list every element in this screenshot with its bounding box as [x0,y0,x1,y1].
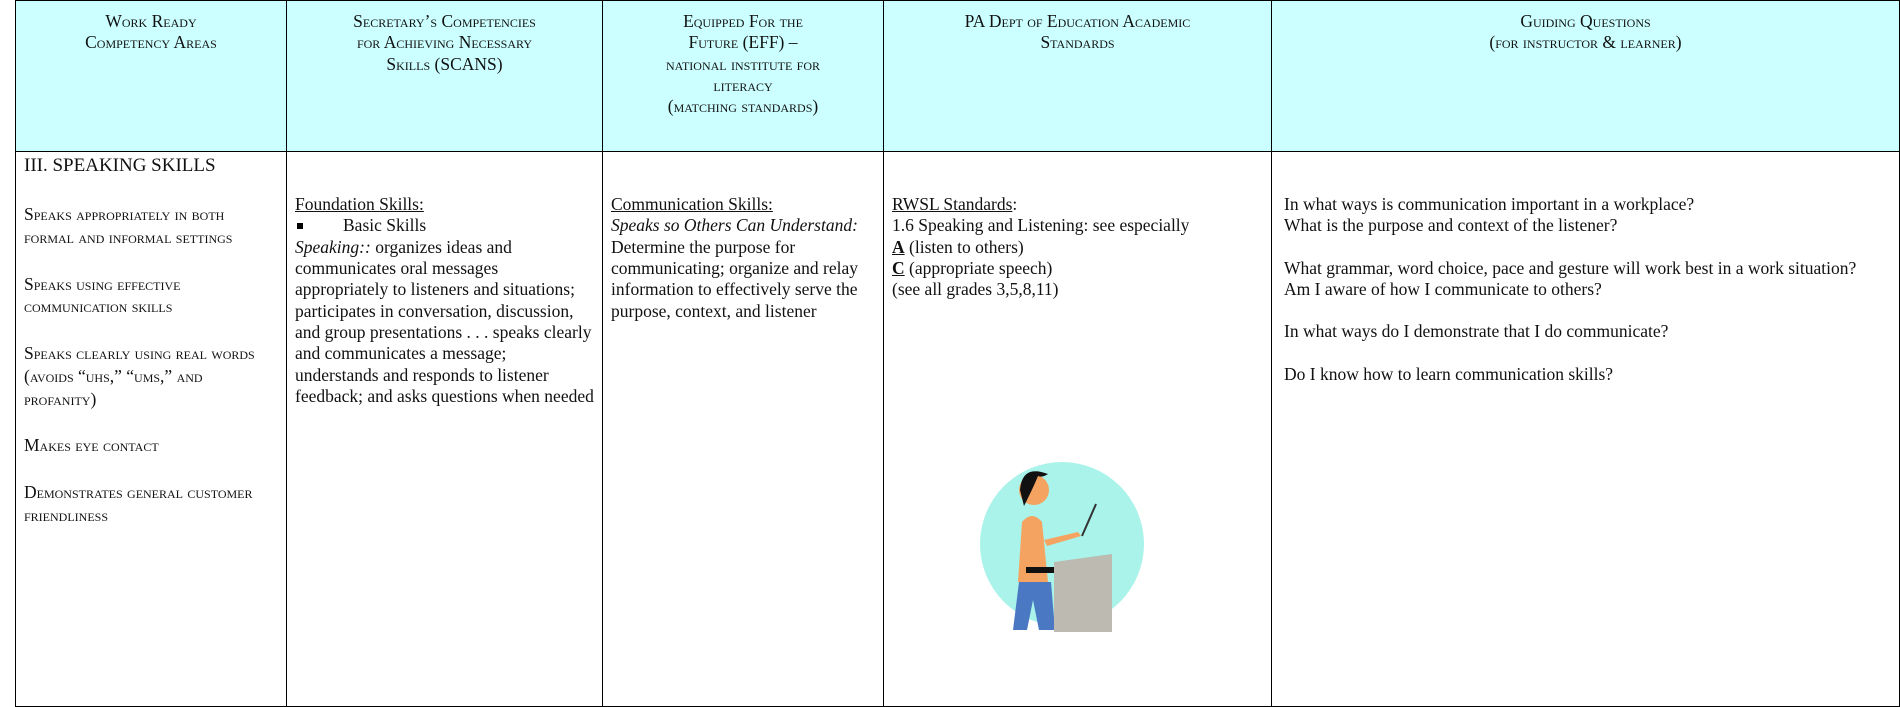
body-row: III. SPEAKING SKILLS Speaks appropriatel… [15,151,1900,707]
lectern [1054,554,1112,632]
eff-label: Communication Skills: [611,194,773,214]
header-row: Work Ready Competency Areas Secretary’s C… [15,0,1900,152]
competency-item: Demonstrates general customer friendline… [24,482,253,525]
scans-cell: Foundation Skills: Basic Skills Speaking… [286,151,603,707]
question: What grammar, word choice, pace and gest… [1284,257,1857,278]
bullet-item: Basic Skills [295,215,594,236]
header-cell: Guiding Questions (for instructor & learn… [1271,0,1900,152]
standard: A (listen to others) [892,237,1263,258]
pa-note: (see all grades 3,5,8,11) [892,279,1059,300]
arm [1044,532,1081,546]
microphone [1081,503,1097,537]
pa-label: RWSL Standards [892,194,1013,214]
question: Am I aware of how I communicate to other… [1284,279,1602,300]
header-line: national institute for [665,53,821,74]
pa-cell: RWSL Standards: 1.6 Speaking and Listeni… [883,151,1272,707]
competency-item: Speaks clearly using real words (avoids … [24,343,255,409]
question: In what ways do I demonstrate that I do … [1284,321,1669,342]
legs [1013,582,1055,630]
description: organizes ideas and communicates oral me… [295,236,594,407]
header-line: Competency Areas [85,32,217,53]
speaker-illustration [980,462,1144,632]
header-line: Guiding Questions [1520,11,1651,31]
header-cell: Secretary’s Competencies for Achieving Ne… [286,0,603,152]
page: Work Ready Competency Areas Secretary’s C… [15,0,1900,707]
standard-list: A (listen to others) C (appropriate speec… [892,237,1263,280]
scans-text: Speaking:: organizes ideas and communica… [295,237,594,408]
competency-item: Speaks appropriately in both formal and … [24,204,233,247]
header-line: for Achieving Necessary [356,32,533,53]
question: Do I know how to learn communication ski… [1284,363,1614,384]
header-line: Equipped For the [683,11,803,31]
header-line: Work Ready [105,11,197,31]
question: In what ways is communication important … [1284,194,1695,214]
standard-code: A [892,236,905,257]
question: What is the purpose and context of the l… [1284,215,1618,236]
header-cell: Work Ready Competency Areas [15,0,287,152]
competency-list: Speaks appropriately in both formal and … [24,203,278,527]
header-line: Secretary’s Competencies [353,11,536,31]
header-line: Standards [1040,32,1115,53]
standard-text: (appropriate speech) [904,258,1053,279]
competency-item: Makes eye contact [24,435,159,456]
eff-cell: Communication Skills: Speaks so Others C… [602,151,884,707]
hair [1020,471,1048,506]
question-group: In what ways do I demonstrate that I do … [1284,321,1891,342]
pa-label-suffix: : [1012,194,1018,214]
description: Determine the purpose for communicating;… [611,236,859,321]
competency-cell: III. SPEAKING SKILLS Speaks appropriatel… [15,151,287,707]
term: Speaking:: [295,236,371,257]
term: Speaks so Others Can Understand: [611,215,858,236]
question-group: In what ways is communication important … [1284,194,1891,237]
standard-code: C [892,258,905,279]
question-group: What grammar, word choice, pace and gest… [1284,258,1891,301]
question-group: Do I know how to learn communication ski… [1284,364,1891,385]
header-cell: PA Dept of Education Academic Standards [883,0,1272,152]
bullet-text: Basic Skills [343,215,427,236]
pa-intro: 1.6 Speaking and Listening: see especial… [892,215,1190,236]
question-list: In what ways is communication important … [1284,194,1891,385]
eff-text: Speaks so Others Can Understand: Determi… [611,215,875,322]
belt [1026,567,1056,573]
header-line: Skills (SCANS) [386,53,503,74]
scans-label: Foundation Skills: [295,194,424,214]
competency-item: Speaks using effective communication ski… [24,273,181,317]
standard: C (appropriate speech) [892,258,1263,279]
header-line: literacy [713,75,773,96]
header-line: PA Dept of Education Academic [964,11,1191,31]
header-line: Future (EFF) – [688,32,798,53]
pa-label-line: RWSL Standards: [892,194,1263,215]
questions-cell: In what ways is communication important … [1271,151,1900,707]
header-cell: Equipped For the Future (EFF) – national i… [602,0,884,152]
torso [1018,516,1048,582]
header-line: (for instructor & learner) [1489,32,1682,53]
standard-text: (listen to others) [904,236,1024,257]
header-line: (matching standards) [667,96,819,117]
competency-table: Work Ready Competency Areas Secretary’s C… [15,0,1900,707]
section-heading: III. SPEAKING SKILLS [24,155,216,176]
